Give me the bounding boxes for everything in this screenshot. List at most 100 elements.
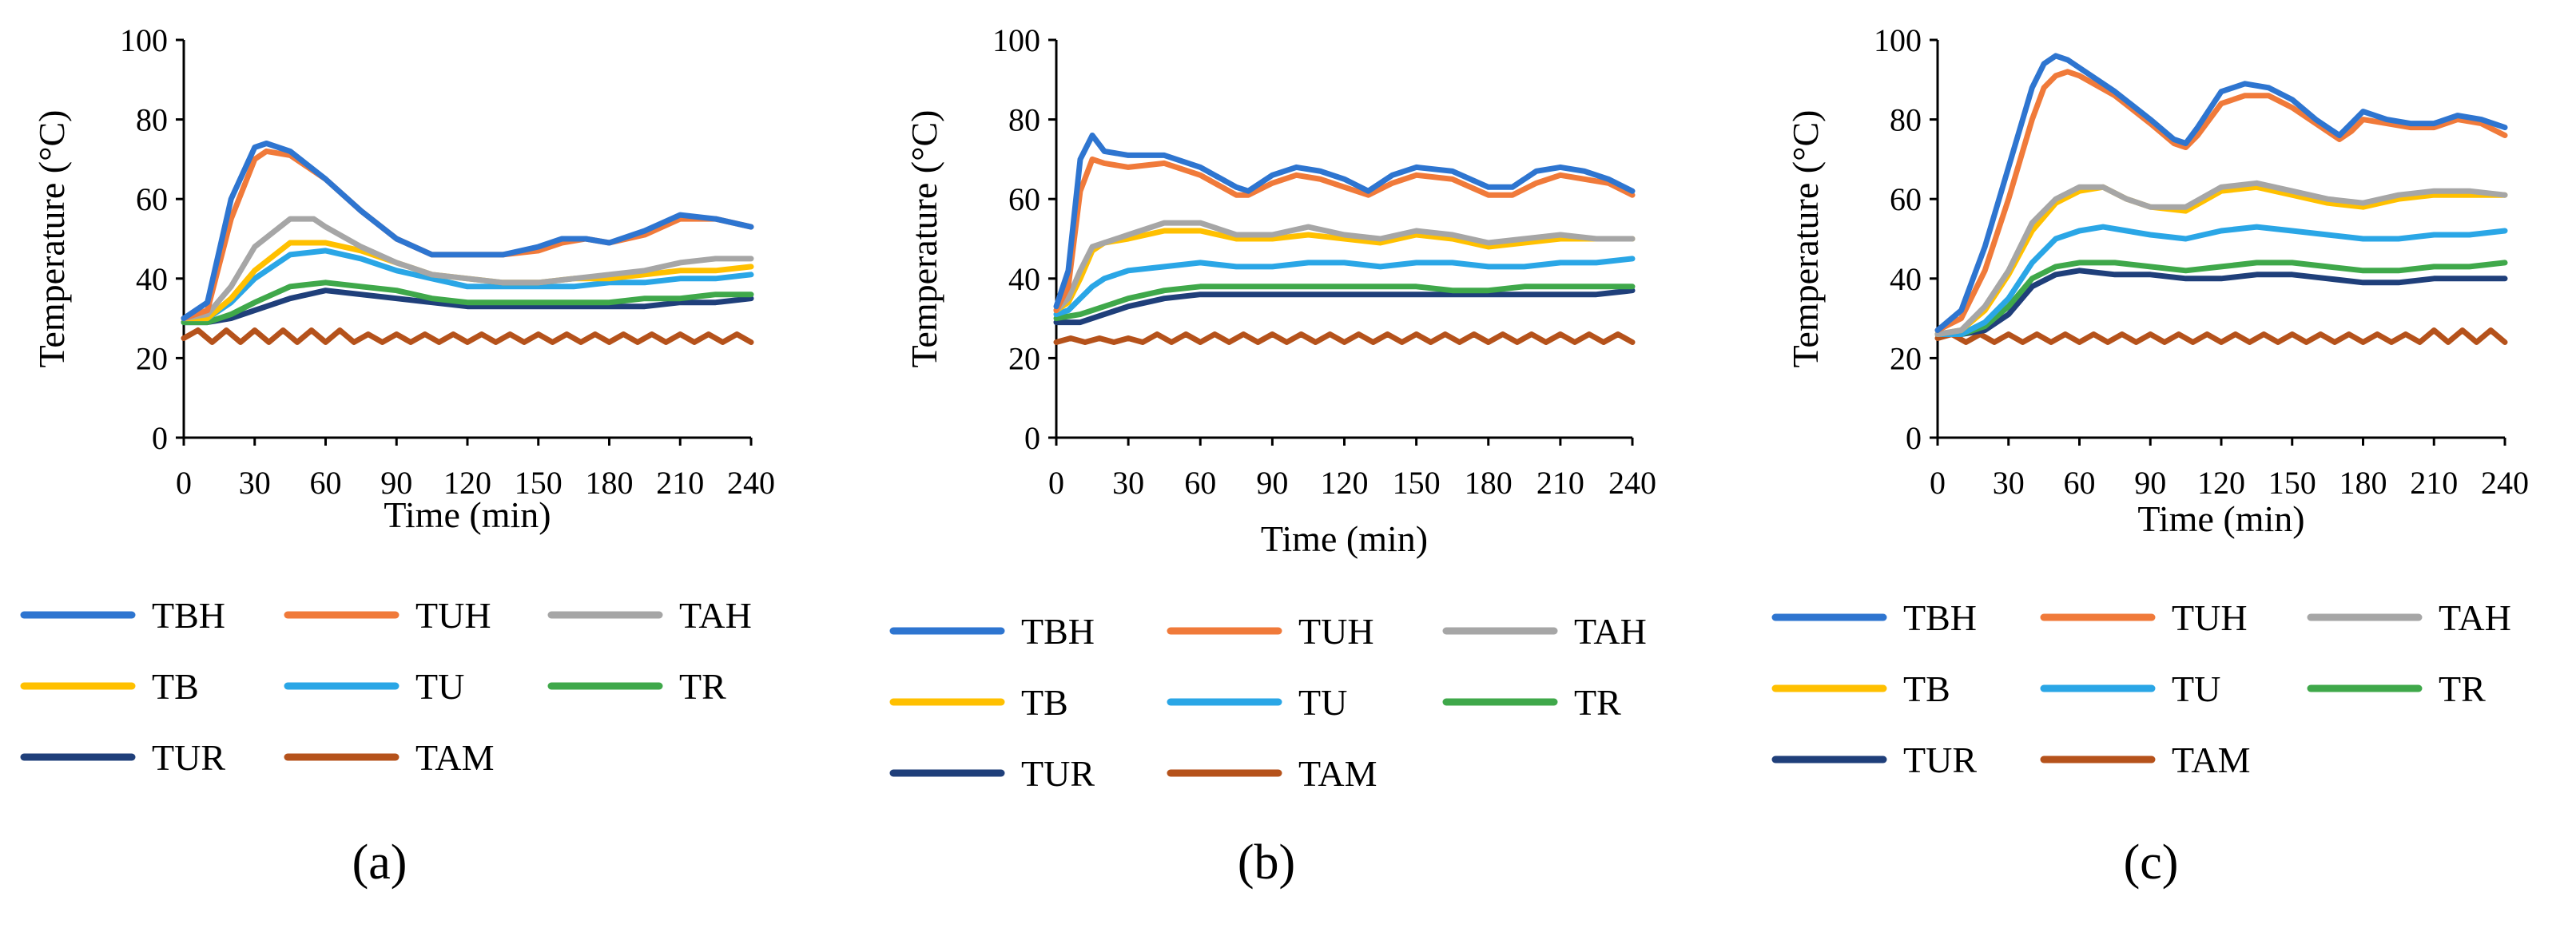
series-line-tah (1053, 220, 1636, 314)
legend-label: TUH (1298, 611, 1374, 652)
legend-label: TBH (1021, 611, 1095, 652)
y-tick-label: 40 (1008, 261, 1040, 297)
series-line-tam (1053, 331, 1636, 345)
y-axis-title: Temperature (°C) (904, 110, 944, 368)
y-tick-label: 0 (1024, 420, 1040, 456)
legend-label: TAH (2439, 597, 2511, 638)
y-tick-label: 20 (1890, 340, 1922, 376)
x-tick-label: 0 (1048, 465, 1064, 501)
x-tick-label: 0 (1930, 465, 1946, 501)
legend-label: TB (1021, 682, 1068, 723)
y-tick-label: 40 (1890, 261, 1922, 297)
x-tick-label: 90 (380, 465, 412, 501)
panel-label: (a) (352, 835, 407, 890)
y-tick-label: 100 (120, 22, 168, 58)
series-line-tb (1053, 228, 1636, 314)
legend-entry-tuh: TUH (1167, 611, 1374, 652)
x-tick-label: 120 (1321, 465, 1369, 501)
series-line-tah (1934, 180, 2508, 337)
x-tick-label: 120 (443, 465, 491, 501)
y-tick-label: 40 (136, 261, 168, 297)
legend-label: TR (1574, 682, 1621, 723)
series-line-tam (1934, 327, 2508, 345)
legend-label: TUR (1903, 740, 1977, 780)
legend-entry-tam: TAM (284, 737, 495, 778)
x-tick-label: 240 (727, 465, 775, 501)
y-tick-label: 60 (1008, 181, 1040, 217)
legend-entry-tur: TUR (20, 737, 225, 778)
x-tick-label: 90 (1256, 465, 1288, 501)
series-line-tur (1934, 268, 2508, 337)
legend-label: TB (152, 666, 199, 707)
panel-label: (b) (1238, 835, 1295, 890)
legend-entry-tam: TAM (1167, 753, 1377, 794)
x-tick-label: 150 (2268, 465, 2316, 501)
legend-label: TB (1903, 668, 1950, 709)
y-tick-label: 60 (136, 181, 168, 217)
x-tick-label: 210 (1536, 465, 1584, 501)
x-tick-label: 180 (1465, 465, 1513, 501)
legend-entry-tb: TB (1771, 668, 1950, 709)
legend-entry-tah: TAH (1442, 611, 1647, 652)
series-line-tur (181, 288, 754, 326)
legend-entry-tbh: TBH (20, 595, 225, 636)
y-tick-label: 100 (992, 22, 1040, 58)
y-tick-label: 80 (136, 102, 168, 138)
legend-entry-tam: TAM (2040, 740, 2251, 780)
legend-label: TR (2439, 668, 2486, 709)
legend-entry-tuh: TUH (2040, 597, 2248, 638)
legend-label: TUH (2172, 597, 2248, 638)
legend-label: TUH (415, 595, 491, 636)
series-line-tu (1934, 224, 2508, 337)
series-line-tur (1053, 288, 1636, 326)
legend-entry-tah: TAH (2307, 597, 2511, 638)
x-tick-label: 210 (2410, 465, 2458, 501)
panel-label: (c) (2124, 835, 2179, 890)
legend-entry-tur: TUR (889, 753, 1095, 794)
x-tick-label: 60 (1184, 465, 1216, 501)
legend-entry-tu: TU (1167, 682, 1347, 723)
legend-label: TBH (152, 595, 225, 636)
y-tick-label: 20 (136, 340, 168, 376)
legend-entry-tur: TUR (1771, 740, 1977, 780)
legend-entry-tbh: TBH (1771, 597, 1977, 638)
x-tick-label: 30 (1993, 465, 2025, 501)
chart-panel-3: 0 20 40 60 80 100 0 30 60 90 120 150 180 210 240 Time (… (1771, 22, 2529, 890)
x-tick-label: 180 (586, 465, 634, 501)
y-axis-title: Temperature (°C) (1785, 110, 1826, 368)
series-line-tb (1934, 184, 2508, 337)
legend-label: TAM (2172, 740, 2251, 780)
series-line-tr (1053, 284, 1636, 322)
chart-panel-2: 0 20 40 60 80 100 0 30 60 90 120 150 180 210 240 Time (… (889, 22, 1656, 890)
x-tick-label: 180 (2339, 465, 2387, 501)
x-tick-label: 30 (239, 465, 271, 501)
legend-label: TAH (679, 595, 752, 636)
legend-entry-tb: TB (20, 666, 199, 707)
legend-label: TU (2172, 668, 2220, 709)
y-tick-label: 80 (1890, 102, 1922, 138)
chart-panel-1: 0 20 40 60 80 100 0 30 60 90 120 150 180 210 240 Time (… (20, 22, 775, 890)
legend-label: TU (415, 666, 464, 707)
series-line-tuh (1053, 156, 1636, 314)
series-line-tbh (1934, 53, 2508, 333)
x-tick-label: 120 (2197, 465, 2245, 501)
y-tick-label: 20 (1008, 340, 1040, 376)
legend-label: TAH (1574, 611, 1647, 652)
series-line-tr (1934, 260, 2508, 337)
x-tick-label: 150 (1393, 465, 1441, 501)
series-line-tuh (1934, 69, 2508, 333)
x-axis-title: Time (min) (2137, 498, 2304, 539)
legend-label: TR (679, 666, 726, 707)
y-tick-label: 0 (1906, 420, 1922, 456)
legend-entry-tah: TAH (547, 595, 752, 636)
y-axis-title: Temperature (°C) (31, 110, 72, 368)
legend-entry-tb: TB (889, 682, 1068, 723)
legend-entry-tr: TR (1442, 682, 1621, 723)
legend-entry-tbh: TBH (889, 611, 1095, 652)
x-tick-label: 210 (656, 465, 704, 501)
legend-label: TAM (1298, 753, 1377, 794)
x-tick-label: 240 (1608, 465, 1656, 501)
x-tick-label: 90 (2134, 465, 2166, 501)
x-tick-label: 60 (310, 465, 342, 501)
